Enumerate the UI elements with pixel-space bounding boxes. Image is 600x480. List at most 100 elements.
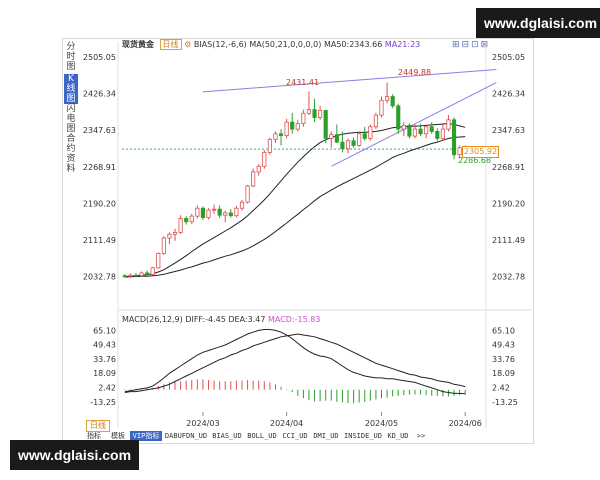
- macd-ytick-left: 18.09: [93, 369, 116, 378]
- candle-body: [122, 275, 127, 278]
- candle-body: [312, 109, 317, 118]
- period-button[interactable]: 日线: [86, 420, 110, 432]
- gear-icon[interactable]: ⚙: [184, 40, 192, 49]
- candle-body: [323, 110, 328, 139]
- tab-flash[interactable]: 闪电图: [66, 104, 76, 134]
- candle-body: [345, 140, 351, 150]
- bottom-tab-cci[interactable]: CCI_UD: [282, 432, 308, 440]
- candle-body: [407, 124, 412, 137]
- candle-body: [156, 252, 161, 269]
- candle-body: [239, 201, 245, 209]
- settings-icon[interactable]: ⊠: [480, 40, 491, 50]
- zoom-out-icon[interactable]: ⊟: [461, 40, 472, 50]
- bottom-tab-dabufdn[interactable]: DABUFDN_UD: [164, 432, 208, 440]
- bottom-tab-inside[interactable]: INSIDE_UD: [344, 432, 382, 440]
- macd-ytick-left: -13.25: [90, 398, 116, 407]
- candle-body: [429, 126, 434, 132]
- candle-body: [172, 232, 178, 235]
- high1-label: 2431.41: [286, 78, 320, 87]
- chart-header: 现货黄金 日线 ⚙ BIAS(12,-6,6) MA(50,21,0,0,0,0…: [122, 39, 421, 50]
- chart-frame: [62, 38, 534, 444]
- candle-body: [223, 212, 228, 216]
- price-ytick-right: 2190.20: [492, 199, 525, 208]
- candle-body: [200, 207, 205, 218]
- candle-body: [385, 96, 390, 101]
- candle-body: [351, 140, 356, 146]
- candle-body: [306, 109, 312, 114]
- candle-body: [340, 141, 345, 150]
- candle-body: [262, 151, 267, 167]
- bottom-tab-indicator[interactable]: 指标: [87, 432, 101, 440]
- bottom-tab-kd[interactable]: KD_UD: [387, 432, 409, 440]
- current-price-label: 2305.92: [462, 146, 500, 158]
- macd-dea: DEA:3.47: [228, 315, 266, 324]
- candle-body: [418, 128, 423, 135]
- bias-label: BIAS(12,-6,6): [193, 40, 247, 49]
- candle-body: [329, 134, 334, 139]
- zoom-in-icon[interactable]: ⊞: [452, 40, 462, 50]
- candle-body: [251, 171, 256, 187]
- xtick-label: 2024/06: [449, 419, 482, 428]
- candle-body: [273, 133, 278, 140]
- xtick-label: 2024/04: [270, 419, 303, 428]
- tab-time-share[interactable]: 分时图: [66, 42, 76, 72]
- price-ytick-left: 2505.05: [83, 53, 116, 62]
- price-ytick-right: 2347.63: [492, 126, 525, 135]
- macd-value: MACD:-15.83: [267, 315, 321, 324]
- bottom-tab-vip[interactable]: VIP指标: [130, 431, 162, 441]
- price-ytick-right: 2505.05: [492, 53, 525, 62]
- candle-body: [290, 121, 295, 130]
- candle-body: [295, 123, 300, 130]
- bottom-tab-more[interactable]: >>: [416, 432, 426, 440]
- candle-body: [189, 215, 194, 223]
- ma21-label: MA21:23: [384, 40, 421, 49]
- toolbar-icons: ⊞⊟⊡⊠: [452, 40, 490, 50]
- bottom-tab-template[interactable]: 模板: [111, 432, 125, 440]
- watermark-bottom-left: www.dglaisi.com: [10, 440, 140, 470]
- macd-ytick-left: 49.43: [93, 341, 116, 350]
- bottom-tab-bias[interactable]: BIAS_UD: [212, 432, 242, 440]
- price-ytick-left: 2190.20: [83, 199, 116, 208]
- layout-icon[interactable]: ⊡: [471, 40, 481, 50]
- candle-body: [217, 208, 222, 216]
- macd-header: MACD(26,12,9) DIFF:-4.45 DEA:3.47 MACD:-…: [122, 315, 320, 325]
- candle-body: [133, 274, 139, 277]
- high2-label: 2449.88: [398, 68, 432, 77]
- macd-ytick-left: 2.42: [98, 384, 116, 393]
- candle-body: [357, 133, 362, 146]
- candle-body: [150, 267, 155, 275]
- price-ytick-left: 2268.91: [83, 163, 116, 172]
- tab-contract-info[interactable]: 合约资料: [66, 134, 76, 174]
- candle-body: [301, 112, 306, 124]
- candle-body: [228, 212, 233, 217]
- candle-body: [167, 233, 172, 239]
- bottom-tab-boll[interactable]: BOLL_UD: [247, 432, 277, 440]
- candle-body: [368, 126, 373, 139]
- candle-body: [334, 134, 339, 143]
- candle-body: [396, 105, 401, 130]
- price-ytick-left: 2111.49: [83, 236, 116, 245]
- candle-body: [424, 126, 429, 135]
- candle-body: [390, 96, 395, 107]
- tab-kline[interactable]: K线图: [64, 74, 78, 104]
- candle-body: [435, 131, 440, 139]
- candle-body: [401, 124, 406, 130]
- macd-ytick-right: 18.09: [492, 369, 515, 378]
- ma21-line: [124, 122, 466, 278]
- price-ytick-right: 2426.34: [492, 90, 525, 99]
- candle-body: [184, 218, 189, 223]
- macd-title: MACD(26,12,9): [122, 315, 183, 324]
- price-ytick-right: 2268.91: [492, 163, 525, 172]
- ma50-label: MA50:2343.66: [323, 40, 383, 49]
- candle-body: [161, 237, 166, 254]
- candle-body: [284, 121, 289, 137]
- bottom-tab-dmi[interactable]: DMI_UD: [313, 432, 339, 440]
- candle-body: [278, 133, 284, 137]
- period-badge[interactable]: 日线: [159, 39, 182, 50]
- macd-diff-line: [124, 329, 466, 395]
- ma-label: MA(50,21,0,0,0,0): [249, 40, 322, 49]
- price-ytick-left: 2032.78: [83, 273, 116, 282]
- macd-ytick-left: 65.10: [93, 326, 116, 335]
- trendline: [202, 69, 497, 93]
